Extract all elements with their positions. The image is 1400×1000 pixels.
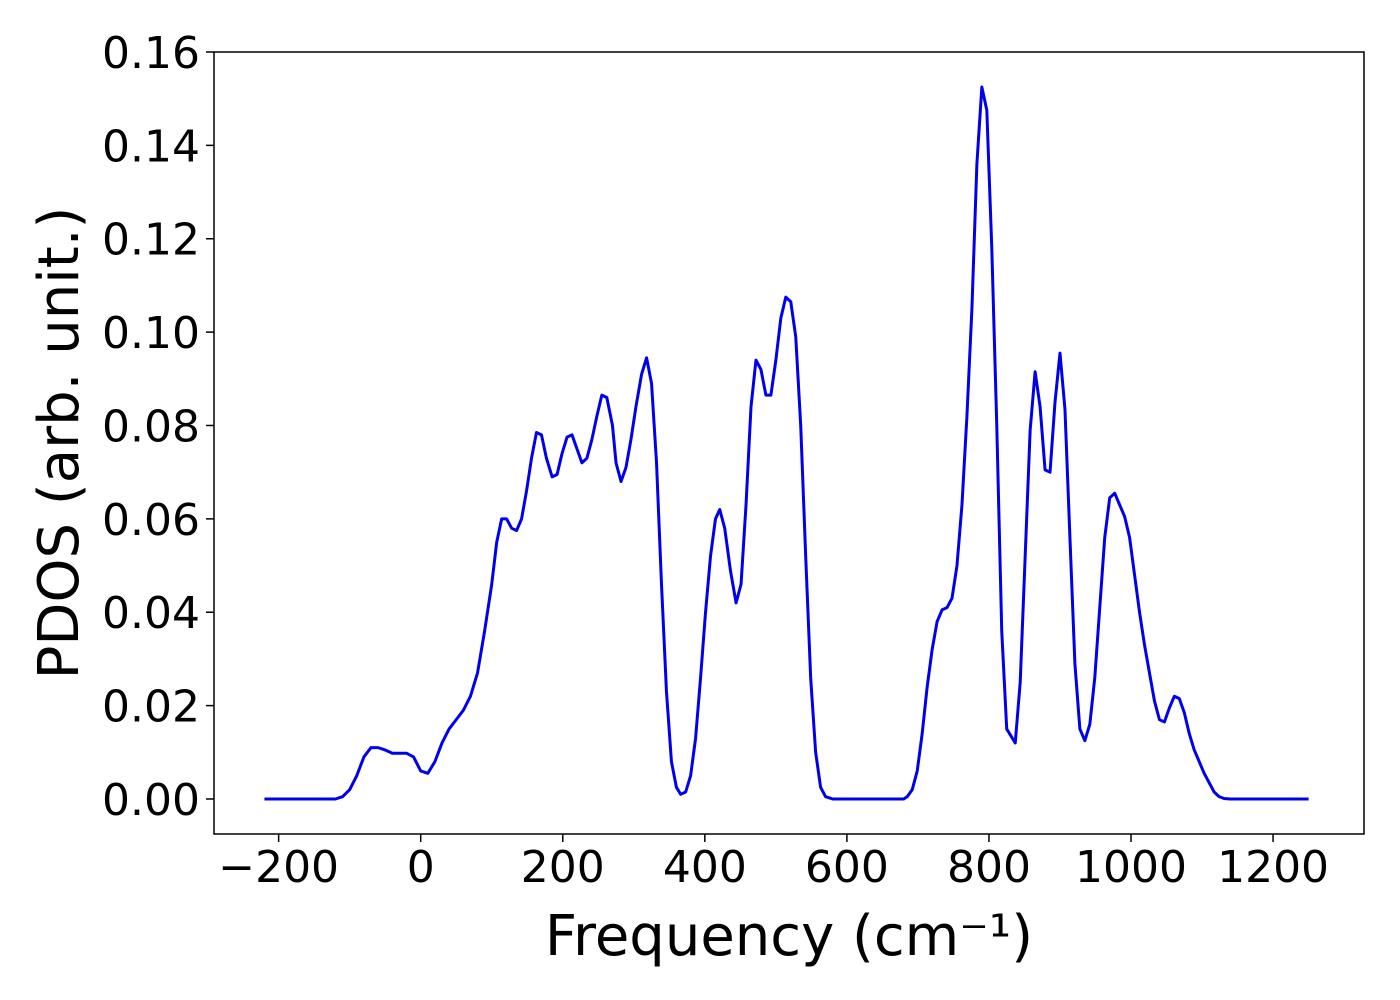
y-tick-label: 0.12: [102, 215, 200, 266]
y-tick-label: 0.06: [102, 495, 200, 546]
x-tick-label: 200: [521, 842, 605, 893]
x-tick-label: 400: [663, 842, 747, 893]
x-tick-label: 600: [805, 842, 889, 893]
y-axis-label: PDOS (arb. unit.): [27, 207, 92, 680]
y-tick-label: 0.10: [102, 308, 200, 359]
x-axis-label: Frequency (cm⁻¹): [545, 904, 1033, 969]
x-tick-label: 800: [947, 842, 1031, 893]
x-tick-label: 1000: [1075, 842, 1187, 893]
y-tick-label: 0.00: [102, 775, 200, 826]
y-tick-label: 0.16: [102, 28, 200, 79]
data-line: [264, 85, 1309, 801]
x-tick-label: −200: [218, 842, 339, 893]
x-tick-label: 0: [407, 842, 435, 893]
x-tick-label: 1200: [1217, 842, 1329, 893]
y-tick-label: 0.08: [102, 401, 200, 452]
y-tick-label: 0.04: [102, 588, 200, 639]
y-tick-label: 0.14: [102, 121, 200, 172]
plot-frame: [213, 51, 1365, 835]
y-tick-label: 0.02: [102, 682, 200, 733]
